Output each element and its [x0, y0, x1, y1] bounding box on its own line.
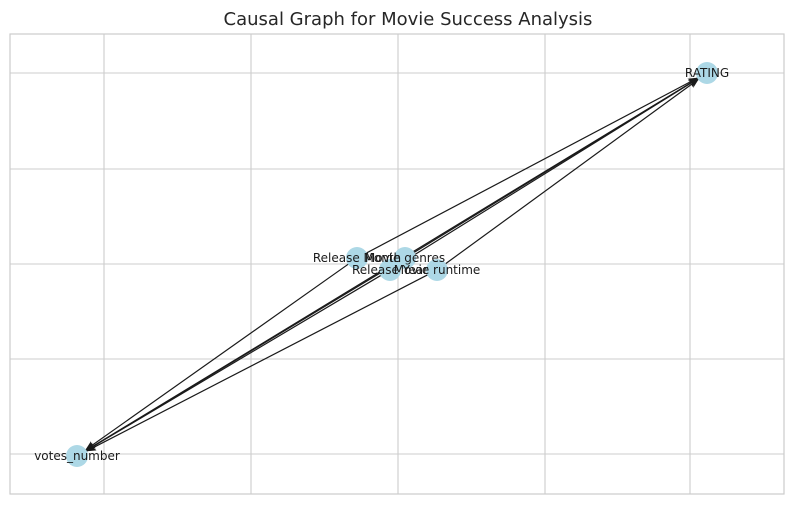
node-release-year	[379, 259, 401, 281]
node-label-movie-genres: Movie genres	[365, 251, 445, 265]
node-movie-genres	[394, 247, 416, 269]
edge-release_year-to-votes_number	[85, 271, 387, 451]
edge-movie_runtime-to-rating	[439, 78, 699, 269]
node-label-votes-number: votes_number	[34, 449, 120, 463]
edge-movie_runtime-to-votes_number	[85, 271, 434, 452]
edge-release_month-to-votes_number	[85, 259, 355, 451]
node-label-release-month: Release Month	[313, 251, 401, 265]
node-votes-number	[66, 445, 88, 467]
node-rating	[696, 62, 718, 84]
node-release-month	[346, 247, 368, 269]
edge-release_year-to-rating	[393, 78, 699, 269]
node-label-rating: RATING	[685, 66, 729, 80]
chart-title: Causal Graph for Movie Success Analysis	[224, 9, 593, 30]
graph-nodes	[66, 62, 718, 467]
edge-release_month-to-rating	[360, 77, 699, 257]
node-movie-runtime	[426, 259, 448, 281]
node-label-release-year: Release Year	[352, 263, 428, 277]
node-label-movie-runtime: Movie runtime	[394, 263, 481, 277]
